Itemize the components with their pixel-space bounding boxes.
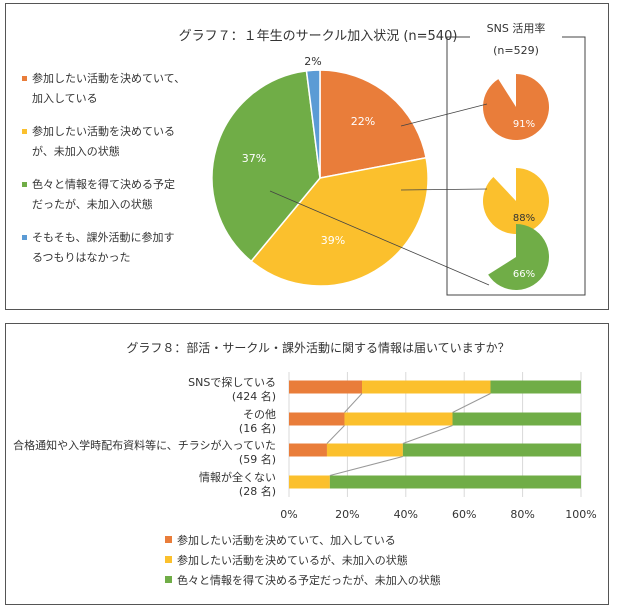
legend-label: が、未加入の状態	[32, 144, 120, 158]
legend-marker	[22, 76, 27, 81]
bar-segment	[402, 443, 581, 457]
leader-line	[269, 190, 490, 286]
legend-marker	[22, 129, 27, 134]
legend-label: 色々と情報を得て決める予定だったが、未加入の状態	[177, 573, 441, 587]
bar-segment	[329, 475, 581, 489]
x-tick-label: 20%	[335, 508, 359, 521]
bar-segment	[452, 412, 581, 426]
x-tick-label: 60%	[452, 508, 476, 521]
category-label: その他	[243, 408, 276, 421]
category-label: 合格通知や入学時配布資料等に、チラシが入っていた	[13, 438, 276, 452]
category-count: (424 名)	[232, 389, 276, 403]
pie-label: 2%	[304, 55, 321, 68]
inset-pie-slice	[483, 168, 550, 234]
leader-line	[400, 188, 488, 191]
legend-label: 色々と情報を得て決める予定	[32, 177, 175, 191]
series-line	[452, 393, 491, 413]
inset-pie-label: 91%	[513, 119, 535, 130]
inset-title: SNS 活用率	[487, 21, 546, 35]
category-label: SNSで探している	[188, 376, 276, 389]
legend-marker	[165, 536, 172, 543]
pie-slice	[211, 70, 321, 263]
bar-segment	[289, 380, 362, 394]
bar-segment	[490, 380, 581, 394]
series-line	[326, 425, 345, 444]
pie-slice	[250, 156, 429, 287]
category-count: (16 名)	[239, 421, 276, 435]
bar-segment	[344, 412, 453, 426]
legend-label: るつもりはなかった	[32, 251, 131, 264]
x-tick-label: 80%	[510, 508, 534, 521]
legend-label: 参加したい活動を決めていて、	[32, 71, 185, 85]
legend-label: そもそも、課外活動に参加す	[32, 230, 174, 244]
bar-segment	[289, 443, 327, 457]
inset-pie-label: 88%	[513, 213, 535, 224]
inset-pie-slice	[488, 224, 550, 290]
inset-frame	[446, 36, 586, 296]
legend-marker	[22, 182, 27, 187]
category-count: (59 名)	[239, 452, 276, 466]
series-line	[402, 425, 453, 444]
legend-label: 参加したい活動を決めているが、未加入の状態	[177, 553, 408, 567]
pie-label: 39%	[321, 234, 345, 247]
legend-label: 加入している	[32, 92, 98, 105]
leader-line	[400, 103, 488, 127]
legend-label: だったが、未加入の状態	[32, 197, 153, 211]
x-tick-label: 40%	[394, 508, 418, 521]
inset-pie-slice	[483, 74, 549, 140]
legend-label: 参加したい活動を決めている	[32, 124, 175, 138]
graph8-panel	[5, 323, 609, 605]
legend-label: 参加したい活動を決めていて、加入している	[177, 533, 396, 547]
x-tick-label: 100%	[565, 508, 596, 521]
graph8-title: グラフ８：部活・サークル・課外活動に関する情報は届いていますか？	[126, 340, 509, 355]
inset-subtitle: (n=529)	[493, 44, 539, 57]
bar-segment	[289, 475, 330, 489]
legend-marker	[165, 576, 172, 583]
pie-label: 37%	[242, 152, 266, 165]
series-line	[344, 393, 363, 413]
pie-label: 22%	[351, 115, 375, 128]
legend-marker	[165, 556, 172, 563]
category-count: (28 名)	[239, 484, 276, 498]
legend-marker	[22, 235, 27, 240]
bar-segment	[362, 380, 491, 394]
x-tick-label: 0%	[280, 508, 297, 521]
pie-slice	[319, 69, 427, 179]
series-line	[329, 456, 404, 476]
category-label: 情報が全くない	[199, 470, 276, 484]
bar-segment	[289, 412, 345, 426]
pie-slice	[305, 69, 321, 179]
bar-segment	[326, 443, 403, 457]
inset-pie-label: 66%	[513, 269, 535, 280]
graph7-title: グラフ７：１年生のサークル加入状況 (n=540)	[179, 29, 458, 44]
